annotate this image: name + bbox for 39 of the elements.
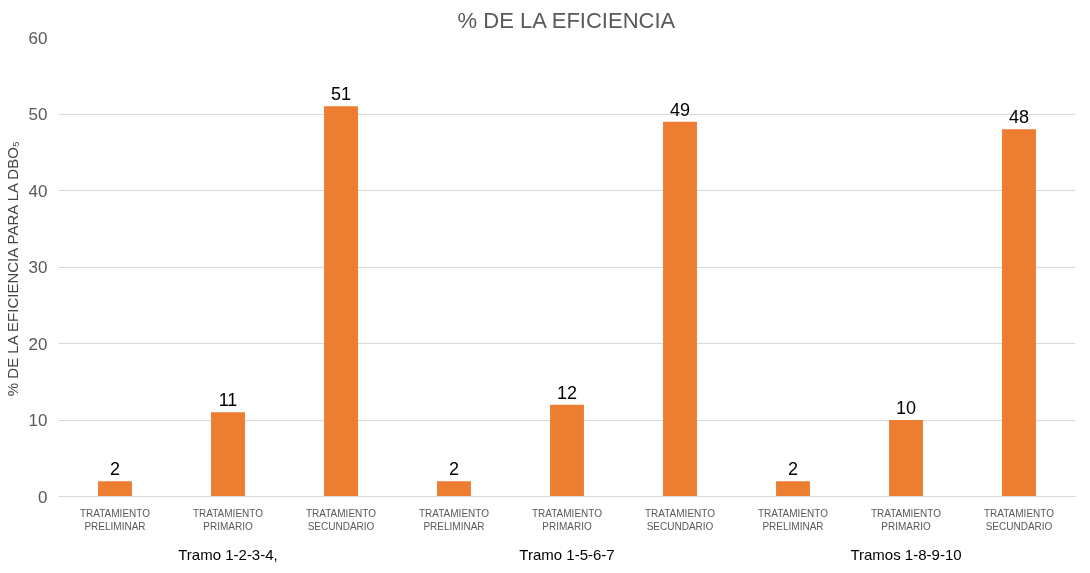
data-label: 51 bbox=[330, 84, 352, 105]
x-tick-label: TRATAMIENTO PRELIMINAR bbox=[80, 507, 151, 532]
y-tick-label: 0 bbox=[38, 487, 48, 507]
chart-title: % DE LA EFICIENCIA bbox=[457, 7, 676, 33]
data-label: 2 bbox=[448, 459, 460, 480]
data-label: 2 bbox=[787, 459, 799, 480]
data-label: 2 bbox=[109, 459, 121, 480]
text: Tramo 1-2-3-4, bbox=[178, 545, 278, 563]
x-tick-label: TRATAMIENTO SECUNDARIO bbox=[984, 507, 1055, 532]
x-tick-label: TRATAMIENTO PRELIMINAR bbox=[419, 507, 490, 532]
x-tick-label: TRATAMIENTO PRELIMINAR bbox=[758, 507, 829, 532]
data-label: 48 bbox=[1008, 107, 1030, 128]
y-tick-label: 20 bbox=[28, 334, 48, 354]
text: Tramos 1-8-9-10 bbox=[850, 545, 962, 563]
x-tick-label: TRATAMIENTO PRIMARIO bbox=[193, 507, 264, 532]
bar bbox=[550, 404, 584, 497]
y-axis-title: % DE LA EFICIENCIA PARA LA DBO₅ bbox=[3, 141, 21, 397]
bar bbox=[324, 106, 358, 497]
y-tick-label: 60 bbox=[28, 28, 48, 48]
bar bbox=[437, 481, 471, 497]
bar bbox=[1002, 129, 1036, 497]
bar bbox=[211, 412, 245, 497]
y-tick-label: 30 bbox=[28, 258, 48, 277]
text: Tramo 1-5-6-7 bbox=[519, 545, 615, 563]
y-tick-label: 40 bbox=[28, 181, 48, 201]
x-tick-label: TRATAMIENTO PRIMARIO bbox=[532, 507, 603, 532]
y-tick-label: 10 bbox=[28, 411, 48, 430]
x-tick-label: TRATAMIENTO SECUNDARIO bbox=[645, 507, 716, 532]
x-tick-label: TRATAMIENTO SECUNDARIO bbox=[306, 507, 377, 532]
bar bbox=[98, 481, 132, 497]
x-tick-label: TRATAMIENTO PRIMARIO bbox=[871, 507, 942, 532]
data-label: 10 bbox=[895, 398, 917, 418]
bar bbox=[776, 481, 810, 497]
data-label: 49 bbox=[669, 99, 691, 120]
bar bbox=[889, 420, 923, 497]
bar bbox=[663, 121, 697, 497]
y-tick-label: 50 bbox=[28, 105, 48, 124]
data-label: 12 bbox=[556, 382, 578, 403]
data-label: 11 bbox=[218, 390, 238, 411]
